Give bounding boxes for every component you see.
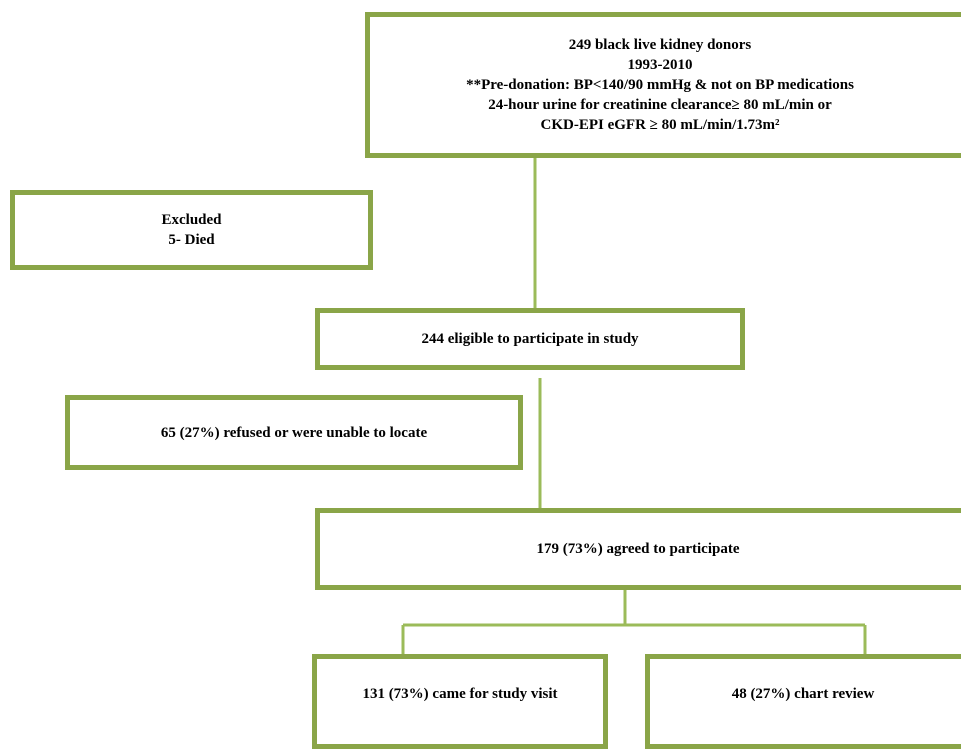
box-text: 131 (73%) came for study visit [362,685,558,702]
eligible-box: 244 eligible to participate in study [315,308,745,370]
box-text: Excluded [161,212,222,228]
donors-box: 249 black live kidney donors 1993-2010 *… [365,12,961,158]
excluded-box: Excluded 5- Died [10,190,373,270]
box-text: 65 (27%) refused or were unable to locat… [160,424,428,441]
box-text: 5- Died [168,232,215,248]
box-text: 48 (27%) chart review [731,685,875,702]
visit-box: 131 (73%) came for study visit [312,654,608,749]
box-text: **Pre-donation: BP<140/90 mmHg & not on … [466,77,854,93]
chart-review-box: 48 (27%) chart review [645,654,961,749]
box-text: 179 (73%) agreed to participate [536,541,740,557]
refused-box: 65 (27%) refused or were unable to locat… [65,395,523,470]
connectors [401,158,867,656]
box-text: 249 black live kidney donors [568,37,752,53]
box-text: 244 eligible to participate in study [421,331,639,347]
box-text: 24-hour urine for creatinine clearance≥ … [488,97,832,113]
box-text: 1993-2010 [627,57,693,73]
box-text: CKD-EPI eGFR ≥ 80 mL/min/1.73m² [540,117,780,133]
agreed-box: 179 (73%) agreed to participate [315,508,961,590]
page: 249 black live kidney donors 1993-2010 *… [10,12,961,749]
